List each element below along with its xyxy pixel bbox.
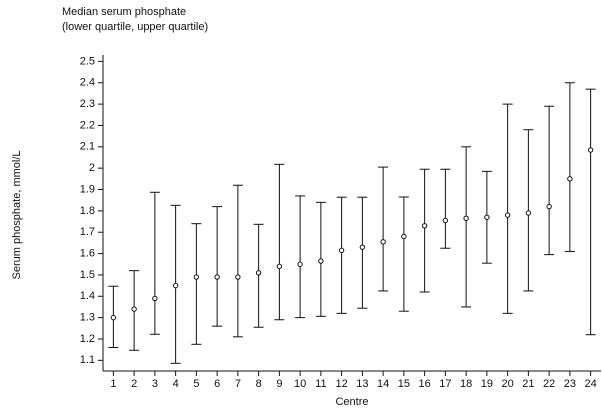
y-tick-label: 1.6 [80, 247, 95, 259]
median-point [484, 214, 490, 220]
x-tick-label: 11 [315, 378, 326, 390]
median-point [214, 274, 220, 280]
x-tick-label: 4 [173, 378, 179, 390]
median-point [401, 233, 407, 240]
y-tick-label: 1.2 [80, 333, 95, 345]
y-axis-label: Serum phosphate, mmol/L [11, 150, 23, 279]
median-point [567, 176, 573, 182]
y-tick-label: 2.3 [80, 98, 95, 110]
median-point [276, 263, 283, 270]
x-tick-label: 3 [152, 378, 158, 390]
x-tick-label: 24 [585, 378, 597, 390]
median-point [442, 217, 449, 224]
x-tick-label: 12 [336, 378, 348, 390]
x-tick-label: 10 [294, 378, 306, 390]
x-tick-label: 18 [460, 378, 472, 390]
x-tick-label: 13 [356, 378, 368, 390]
x-tick-label: 5 [193, 378, 199, 390]
median-point [172, 282, 179, 289]
y-tick-label: 2.4 [80, 77, 95, 89]
y-tick-label: 1.9 [80, 183, 95, 195]
median-point [152, 295, 158, 302]
median-point [255, 270, 262, 276]
median-point [525, 210, 532, 216]
median-point [380, 239, 386, 245]
y-tick-label: 2 [89, 162, 95, 174]
median-point [297, 261, 303, 267]
y-tick-label: 1.8 [80, 205, 95, 217]
x-tick-label: 22 [543, 378, 555, 390]
x-tick-label: 9 [276, 378, 282, 390]
median-point [131, 306, 137, 312]
y-tick-label: 1.4 [80, 290, 95, 302]
y-tick-label: 1.3 [80, 312, 95, 324]
chart-title: Median serum phosphate [62, 6, 186, 18]
median-point [318, 258, 324, 264]
x-tick-label: 23 [564, 378, 576, 390]
x-tick-label: 16 [419, 378, 431, 390]
x-tick-label: 8 [256, 378, 262, 390]
y-tick-label: 2.5 [80, 55, 95, 67]
median-point [110, 314, 117, 321]
y-tick-label: 2.1 [80, 141, 95, 153]
x-tick-label: 17 [439, 378, 451, 390]
x-tick-label: 2 [131, 378, 137, 390]
x-tick-label: 15 [398, 378, 410, 390]
median-point [504, 212, 511, 218]
median-point [193, 274, 200, 280]
median-point [338, 247, 345, 254]
y-tick-label: 1.1 [80, 354, 95, 366]
x-tick-label: 21 [522, 378, 534, 390]
x-tick-label: 14 [377, 378, 389, 390]
median-point [359, 244, 366, 250]
median-point [421, 223, 428, 229]
x-tick-label: 6 [214, 378, 220, 390]
x-tick-label: 20 [502, 378, 514, 390]
y-tick-label: 1.7 [80, 226, 95, 238]
chart-subtitle: (lower quartile, upper quartile) [62, 21, 208, 33]
median-point [463, 215, 469, 222]
median-point [587, 147, 594, 153]
y-tick-label: 2.2 [80, 119, 95, 131]
median-point [546, 203, 552, 210]
x-tick-label: 7 [235, 378, 241, 390]
x-tick-label: 19 [481, 378, 493, 390]
y-tick-label: 1.5 [80, 269, 95, 281]
x-axis-label: Centre [335, 396, 368, 408]
median-point [235, 274, 241, 280]
x-tick-label: 1 [110, 378, 116, 390]
